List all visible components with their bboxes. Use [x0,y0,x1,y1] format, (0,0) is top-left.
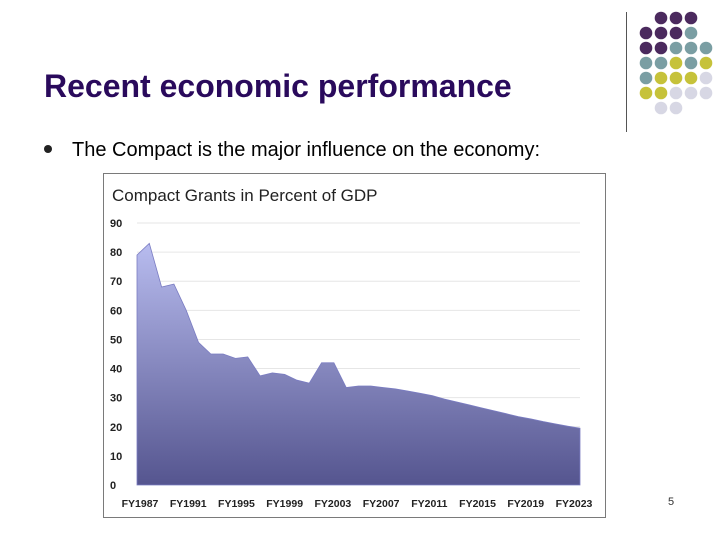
decor-dot [669,101,683,115]
decor-dot [669,11,683,25]
y-tick-label: 10 [110,451,122,463]
bullet-text: The Compact is the major influence on th… [72,139,541,161]
chart-title: Compact Grants in Percent of GDP [112,186,378,205]
decor-dot [699,41,713,55]
x-tick-label: FY2015 [459,498,496,510]
chart-container: Compact Grants in Percent of GDP 0 10 20 30… [103,173,606,518]
y-tick-label: 80 [110,247,122,259]
decor-dot [639,26,653,40]
decor-dot [684,71,698,85]
x-tick-label: FY2007 [363,498,400,510]
decor-dot [654,11,668,25]
decor-dot [654,86,668,100]
decor-dot [684,41,698,55]
bullet-item: The Compact is the major influence on th… [44,139,540,162]
decor-dot [654,71,668,85]
decor-dot [699,71,713,85]
decor-dot [639,56,653,70]
y-tick-label: 40 [110,364,122,376]
x-tick-label: FY1999 [266,498,303,510]
decorative-dot-grid [639,11,713,115]
decor-dot [654,101,668,115]
decor-dot [684,11,698,25]
y-tick-label: 70 [110,276,122,288]
decor-dot [654,41,668,55]
decor-dot [669,86,683,100]
decor-dot [699,86,713,100]
x-tick-label: FY1995 [218,498,255,510]
decor-dot [669,56,683,70]
area-series [136,242,581,486]
decor-dot [654,56,668,70]
decor-dot [639,86,653,100]
decor-dot [669,41,683,55]
x-tick-label: FY2003 [314,498,351,510]
x-tick-label: FY2011 [411,498,447,510]
y-tick-label: 30 [110,393,122,405]
decor-dot [684,56,698,70]
y-tick-label: 60 [110,305,122,317]
decor-dot [669,26,683,40]
x-tick-label: FY1991 [170,498,207,510]
decor-dot [684,86,698,100]
x-tick-label: FY1987 [122,498,159,510]
decor-dot [699,56,713,70]
title-divider-line [626,12,627,132]
page-title: Recent economic performance [44,68,512,104]
decor-dot [639,41,653,55]
area-chart: Compact Grants in Percent of GDP 0 10 20 30… [110,186,593,510]
bullet-icon [44,144,52,153]
decor-dot [684,26,698,40]
decor-dot [639,71,653,85]
y-tick-label: 0 [110,480,116,492]
y-tick-label: 50 [110,334,122,346]
y-tick-label: 90 [110,218,122,230]
decor-dot [669,71,683,85]
x-tick-label: FY2019 [507,498,544,510]
page-number: 5 [668,496,675,508]
decor-dot [654,26,668,40]
x-tick-label: FY2023 [556,498,593,510]
y-tick-label: 20 [110,422,122,434]
